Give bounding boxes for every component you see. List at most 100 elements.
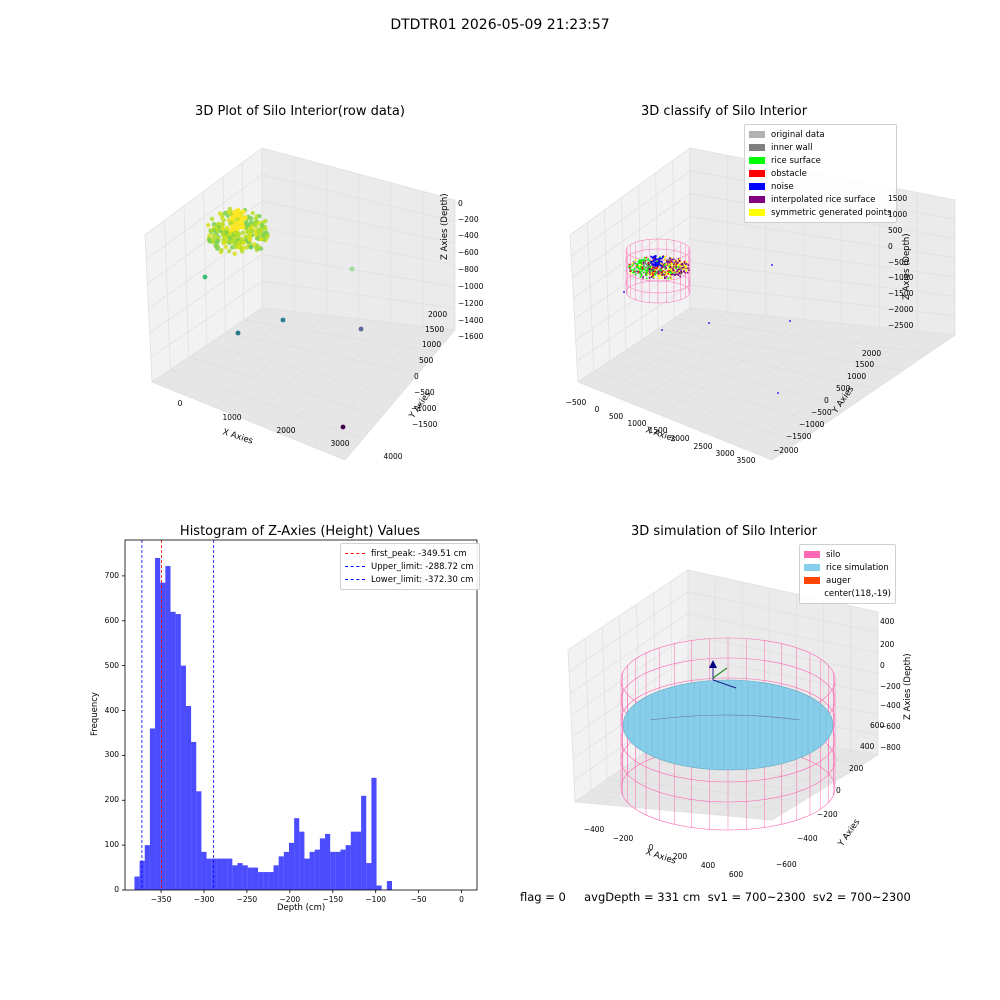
histogram-bar [155,557,161,890]
scatter-point [671,262,673,265]
scatter-point [677,263,679,266]
histogram-bar [175,614,181,890]
scatter-point [643,257,646,259]
scatter-point [665,263,668,265]
panel4-ytick: −200 [817,810,838,819]
legend-item: first_peak: -349.51 cm [345,547,475,560]
panel4-ztick: −200 [880,682,901,691]
scatter-point [670,264,673,266]
scatter-point [647,258,649,260]
scatter-point [656,260,658,263]
panel1-ztick: 0 [458,199,463,208]
scatter-point [668,263,671,266]
scatter-point [221,237,226,242]
scatter-point [655,272,657,274]
histogram-ytick: 100 [104,840,119,850]
panel2-ztick: −2500 [888,321,914,330]
histogram-bar [201,851,207,890]
scatter-point [667,272,670,275]
panel2-ytick: −500 [811,408,832,417]
scatter-point [648,263,650,266]
scatter-point [683,260,686,263]
scatter-point [674,260,677,262]
scatter-point [659,256,661,258]
scatter-point [240,230,246,235]
histogram-bar [345,845,351,890]
panel2-xtick: 1500 [648,426,668,435]
scatter-point [682,270,685,273]
scatter-point [638,267,640,270]
histogram-xtick: −150 [322,895,344,904]
scatter-point [631,262,634,265]
scatter-point [677,269,679,272]
scatter-point [680,271,683,274]
scatter-point [229,239,234,245]
histogram-bar [247,867,253,890]
scatter-point [349,266,355,272]
legend-swatch [749,196,765,203]
legend-swatch [804,551,820,558]
rice-surface [622,679,834,771]
legend-label: rice simulation [826,562,889,573]
scatter-point [632,260,635,263]
scatter-point [213,243,218,248]
scatter-point [638,260,640,262]
scatter-point [686,267,688,270]
scatter-point [652,264,655,267]
scatter-point [650,266,653,269]
histogram-bar [232,865,238,890]
scatter-point [638,265,640,268]
scatter-point [649,269,652,272]
histogram-bar [319,838,326,890]
histogram-xtick: −250 [236,895,258,904]
histogram-ytick: 400 [104,705,119,715]
panel1-ztick: −800 [458,265,479,274]
legend-label: center(118,-19) [824,588,891,599]
scatter-point [248,244,254,250]
scatter-point [645,272,647,275]
scatter-point [664,259,666,262]
scatter-point [660,257,663,260]
scatter-point [654,260,657,263]
scatter-point [648,276,651,279]
scatter-point [241,245,246,251]
scatter-point [670,272,672,274]
scatter-point [649,262,651,265]
scatter-point [678,258,681,261]
scatter-point [660,264,663,267]
panel2-ztick: −500 [888,258,909,267]
scatter-point [676,270,678,273]
scatter-point [664,266,666,269]
scatter-point [650,261,653,263]
histogram-bar [258,872,264,890]
scatter-point [646,269,649,271]
legend-swatch [804,564,820,571]
scatter-point [652,274,655,276]
scatter-point [657,269,660,271]
scatter-point [650,273,653,276]
scatter-point [669,257,671,260]
scatter-point [683,266,685,268]
scatter-point [665,271,668,274]
scatter-point [671,258,673,261]
histogram-ylabel: Frequency [90,692,100,736]
scatter-point [680,268,682,271]
histogram-bar [325,833,331,890]
panel1-xtick: 2000 [276,426,296,435]
scatter-point [669,271,672,273]
legend-item: center(118,-19) [804,587,891,600]
legend-line [345,566,365,567]
legend-label: Upper_limit: -288.72 cm [371,561,474,572]
scatter-point [663,263,666,266]
scatter-point [674,261,676,264]
panel2-ytick: 1500 [855,360,875,369]
scatter-point [259,236,264,242]
histogram-xlabel: Depth (cm) [277,903,326,913]
panel2-ytick: 500 [836,384,851,393]
scatter-point [676,271,679,273]
scatter-point [207,233,212,238]
panel1-ztick: −1000 [458,282,484,291]
scatter-point [219,247,224,253]
scatter-point [642,276,644,279]
panel1-title: 3D Plot of Silo Interior(row data) [195,104,405,119]
